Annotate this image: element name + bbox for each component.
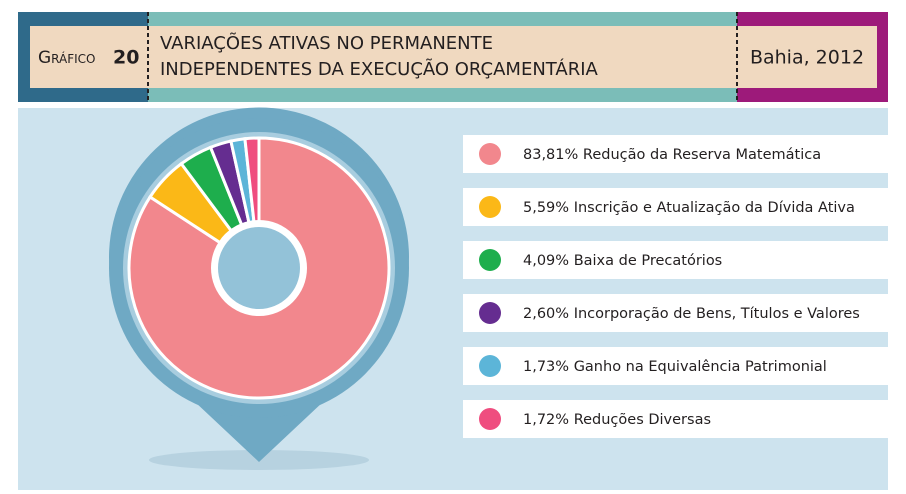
legend-item <box>463 400 888 438</box>
category-label: Redução da Reserva Matemática <box>583 147 821 163</box>
value-label: 1,73% <box>523 359 569 375</box>
chart-title: VARIAÇÕES ATIVAS NO PERMANENTE <box>160 32 493 54</box>
chart-label: Gráfico <box>38 48 96 68</box>
slice <box>127 136 391 400</box>
legend-label: 1,72% Reduções Diversas <box>523 412 711 428</box>
value-label: 1,72% <box>523 412 569 428</box>
legend-label: 1,73% Ganho na Equivalência Patrimonial <box>523 359 827 375</box>
legend-marker <box>479 302 501 324</box>
legend-item <box>463 294 888 332</box>
category-label: Inscrição e Atualização da Dívida Ativa <box>574 200 855 216</box>
legend-label: 5,59% Inscrição e Atualização da Dívida … <box>523 200 855 216</box>
legend-marker <box>479 355 501 377</box>
legend-marker <box>479 196 501 218</box>
legend-item <box>463 347 888 385</box>
location: Bahia, 2012 <box>750 47 864 69</box>
category-label: Ganho na Equivalência Patrimonial <box>574 359 827 375</box>
legend-item <box>463 188 888 226</box>
legend-item <box>463 241 888 279</box>
category-label: Baixa de Precatórios <box>574 253 723 269</box>
legend-marker <box>479 408 501 430</box>
value-label: 83,81% <box>523 147 578 163</box>
legend-label: 83,81% Redução da Reserva Matemática <box>523 147 821 163</box>
category-label: Incorporação de Bens, Títulos e Valores <box>574 306 860 322</box>
location-box <box>737 26 877 88</box>
legend-item <box>463 135 888 173</box>
value-label: 5,59% <box>523 200 569 216</box>
legend-label: 4,09% Baixa de Precatórios <box>523 253 722 269</box>
value-label: 2,60% <box>523 306 569 322</box>
donut-center <box>218 227 300 309</box>
legend-marker <box>479 249 501 271</box>
value-label: 4,09% <box>523 253 569 269</box>
chart-number: 20 <box>113 47 139 69</box>
category-label: Reduções Diversas <box>574 412 711 428</box>
legend-label: 2,60% Incorporação de Bens, Títulos e Va… <box>523 306 860 322</box>
chart-title: INDEPENDENTES DA EXECUÇÃO ORÇAMENTÁRIA <box>160 58 599 80</box>
legend-marker <box>479 143 501 165</box>
